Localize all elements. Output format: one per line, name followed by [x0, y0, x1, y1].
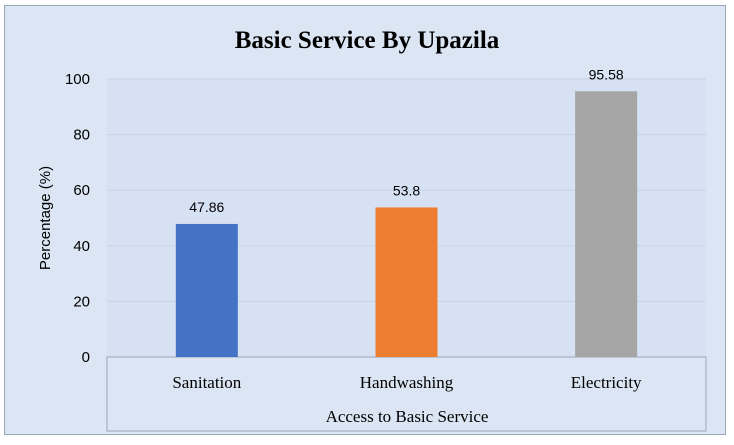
bar — [575, 91, 638, 357]
y-tick-label: 40 — [73, 238, 90, 255]
data-label: 95.58 — [589, 66, 624, 82]
x-tick-label: Electricity — [571, 373, 642, 392]
x-tick-label: Handwashing — [360, 373, 454, 392]
data-label: 53.8 — [393, 182, 420, 198]
x-axis-title: Access to Basic Service — [326, 407, 489, 426]
bar — [175, 223, 238, 357]
y-tick-label: 100 — [65, 71, 90, 88]
bar — [375, 207, 438, 357]
y-tick-label: 0 — [82, 349, 90, 366]
y-tick-label: 20 — [73, 293, 90, 310]
y-tick-label: 60 — [73, 182, 90, 199]
chart-title: Basic Service By Upazila — [235, 27, 500, 54]
data-label: 47.86 — [189, 199, 224, 215]
y-axis-title: Percentage (%) — [37, 166, 54, 270]
plot-area: 0 20 40 60 80 100 47.86 Sanitation 53.8 Handwashi… — [65, 66, 707, 432]
x-tick-label: Sanitation — [172, 373, 241, 392]
y-tick-label: 80 — [73, 127, 90, 144]
